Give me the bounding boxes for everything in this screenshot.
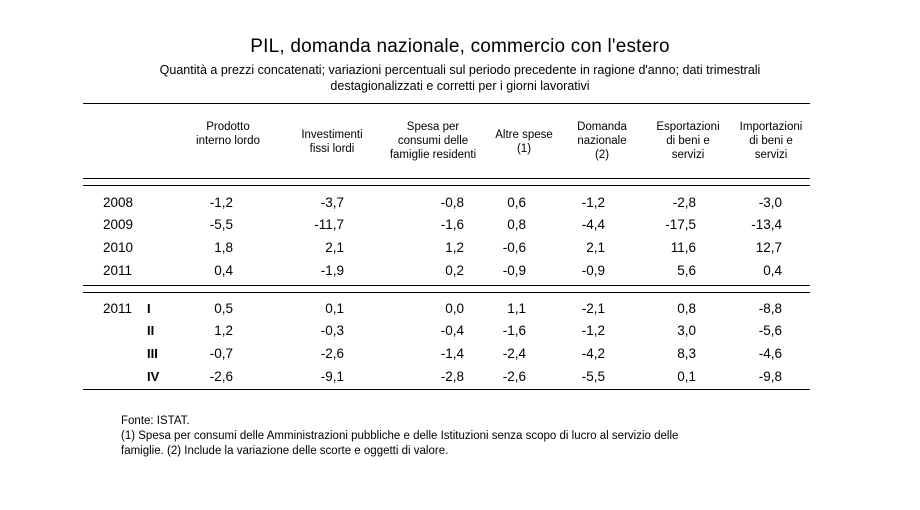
table-row: 2011 0,4 -1,9 0,2 -0,9 -0,9 5,6 0,4: [83, 260, 810, 282]
value-cell: 5,6: [677, 263, 696, 278]
value-cell: -1,6: [502, 323, 526, 338]
quarterly-top-rule: [83, 292, 810, 293]
value-cell: 0,2: [445, 263, 464, 278]
value-cell: -2,6: [320, 346, 344, 361]
table-row: 2011 I 0,5 0,1 0,0 1,1 -2,1 0,8 -8,8: [83, 298, 810, 320]
col-header-pil: Prodotto interno lordo: [196, 121, 260, 147]
value-cell: -5,5: [209, 217, 233, 232]
table-row: 2009 -5,5 -11,7 -1,6 0,8 -4,4 -17,5 -13,4: [83, 214, 810, 236]
value-cell: -8,8: [758, 301, 782, 316]
value-cell: -0,6: [502, 240, 526, 255]
value-cell: 0,1: [677, 369, 696, 384]
table-row: 2008 -1,2 -3,7 -0,8 0,6 -1,2 -2,8 -3,0: [83, 192, 810, 214]
value-cell: 3,0: [677, 323, 696, 338]
source-note: Fonte: ISTAT.: [121, 415, 190, 427]
value-cell: -0,7: [209, 346, 233, 361]
value-cell: 12,7: [755, 240, 782, 255]
value-cell: 0,8: [507, 217, 526, 232]
value-cell: -1,4: [440, 346, 464, 361]
value-cell: -2,1: [581, 301, 605, 316]
value-cell: 11,6: [670, 240, 696, 255]
row-year: 2008: [103, 195, 134, 210]
value-cell: 1,1: [507, 301, 526, 316]
value-cell: -0,9: [502, 263, 526, 278]
value-cell: -17,5: [665, 217, 696, 232]
value-cell: 0,0: [445, 301, 464, 316]
value-cell: -4,6: [758, 346, 782, 361]
value-cell: 1,8: [214, 240, 233, 255]
value-cell: 8,3: [677, 346, 696, 361]
value-cell: 0,1: [325, 301, 344, 316]
value-cell: 0,4: [763, 263, 782, 278]
row-quarter: III: [147, 346, 158, 361]
value-cell: 1,2: [214, 323, 233, 338]
table-row: III -0,7 -2,6 -1,4 -2,4 -4,2 8,3 -4,6: [83, 343, 810, 365]
col-header-domanda: Domanda nazionale (2): [577, 121, 627, 161]
table-bottom-rule: [83, 389, 810, 390]
value-cell: -9,1: [320, 369, 344, 384]
value-cell: -2,4: [502, 346, 526, 361]
annual-top-rule: [83, 185, 810, 186]
row-quarter: II: [147, 323, 155, 338]
value-cell: 0,6: [507, 195, 526, 210]
value-cell: -5,6: [758, 323, 782, 338]
row-year: 2009: [103, 217, 134, 232]
value-cell: -11,7: [314, 217, 344, 232]
value-cell: -1,2: [581, 195, 605, 210]
value-cell: -1,9: [320, 263, 344, 278]
value-cell: -9,8: [758, 369, 782, 384]
value-cell: -1,2: [581, 323, 605, 338]
value-cell: -1,6: [440, 217, 464, 232]
col-header-importazioni: Importazioni di beni e servizi: [739, 121, 803, 161]
value-cell: 2,1: [325, 240, 344, 255]
value-cell: -0,3: [320, 323, 344, 338]
value-cell: -3,7: [320, 195, 344, 210]
col-header-consumi: Spesa per consumi delle famiglie residen…: [389, 121, 477, 161]
value-cell: -2,6: [502, 369, 526, 384]
footnote-line-2: famiglie. (2) Include la variazione dell…: [121, 445, 449, 457]
header-bottom-rule: [83, 178, 810, 179]
row-year: 2010: [103, 240, 134, 255]
value-cell: -5,5: [581, 369, 605, 384]
value-cell: -3,0: [758, 195, 782, 210]
top-rule: [83, 103, 810, 104]
value-cell: -2,6: [209, 369, 233, 384]
col-header-altre-spese: Altre spese (1): [495, 129, 553, 155]
footnote-line-1: (1) Spesa per consumi delle Amministrazi…: [121, 430, 679, 442]
value-cell: -13,4: [751, 217, 782, 232]
table-notes: Fonte: ISTAT. (1) Spesa per consumi dell…: [121, 414, 821, 459]
value-cell: -4,2: [581, 346, 605, 361]
subtitle-line-1: Quantità a prezzi concatenati; variazion…: [159, 63, 761, 77]
subtitle-line-2: destagionalizzati e corretti per i giorn…: [330, 79, 590, 93]
table-row: 2010 1,8 2,1 1,2 -0,6 2,1 11,6 12,7: [83, 237, 810, 259]
value-cell: -0,4: [440, 323, 464, 338]
table-row: II 1,2 -0,3 -0,4 -1,6 -1,2 3,0 -5,6: [83, 320, 810, 342]
row-year: 2011: [103, 301, 133, 316]
row-quarter: IV: [147, 369, 160, 384]
value-cell: -2,8: [440, 369, 464, 384]
col-header-esportazioni: Esportazioni di beni e servizi: [656, 121, 720, 161]
row-quarter: I: [147, 301, 151, 316]
annual-bottom-rule: [83, 285, 810, 286]
table-title: PIL, domanda nazionale, commercio con l'…: [250, 36, 670, 57]
value-cell: -0,9: [581, 263, 605, 278]
table-row: IV -2,6 -9,1 -2,8 -2,6 -5,5 0,1 -9,8: [83, 366, 810, 388]
value-cell: -2,8: [672, 195, 696, 210]
value-cell: 2,1: [586, 240, 605, 255]
value-cell: -0,8: [440, 195, 464, 210]
table-subtitle: Quantità a prezzi concatenati; variazion…: [0, 62, 920, 94]
row-year: 2011: [103, 263, 133, 278]
value-cell: -4,4: [581, 217, 605, 232]
value-cell: -1,2: [209, 195, 233, 210]
value-cell: 0,8: [677, 301, 696, 316]
col-header-investimenti: Investimenti fissi lordi: [301, 129, 363, 155]
value-cell: 1,2: [445, 240, 464, 255]
value-cell: 0,4: [214, 263, 233, 278]
value-cell: 0,5: [214, 301, 233, 316]
